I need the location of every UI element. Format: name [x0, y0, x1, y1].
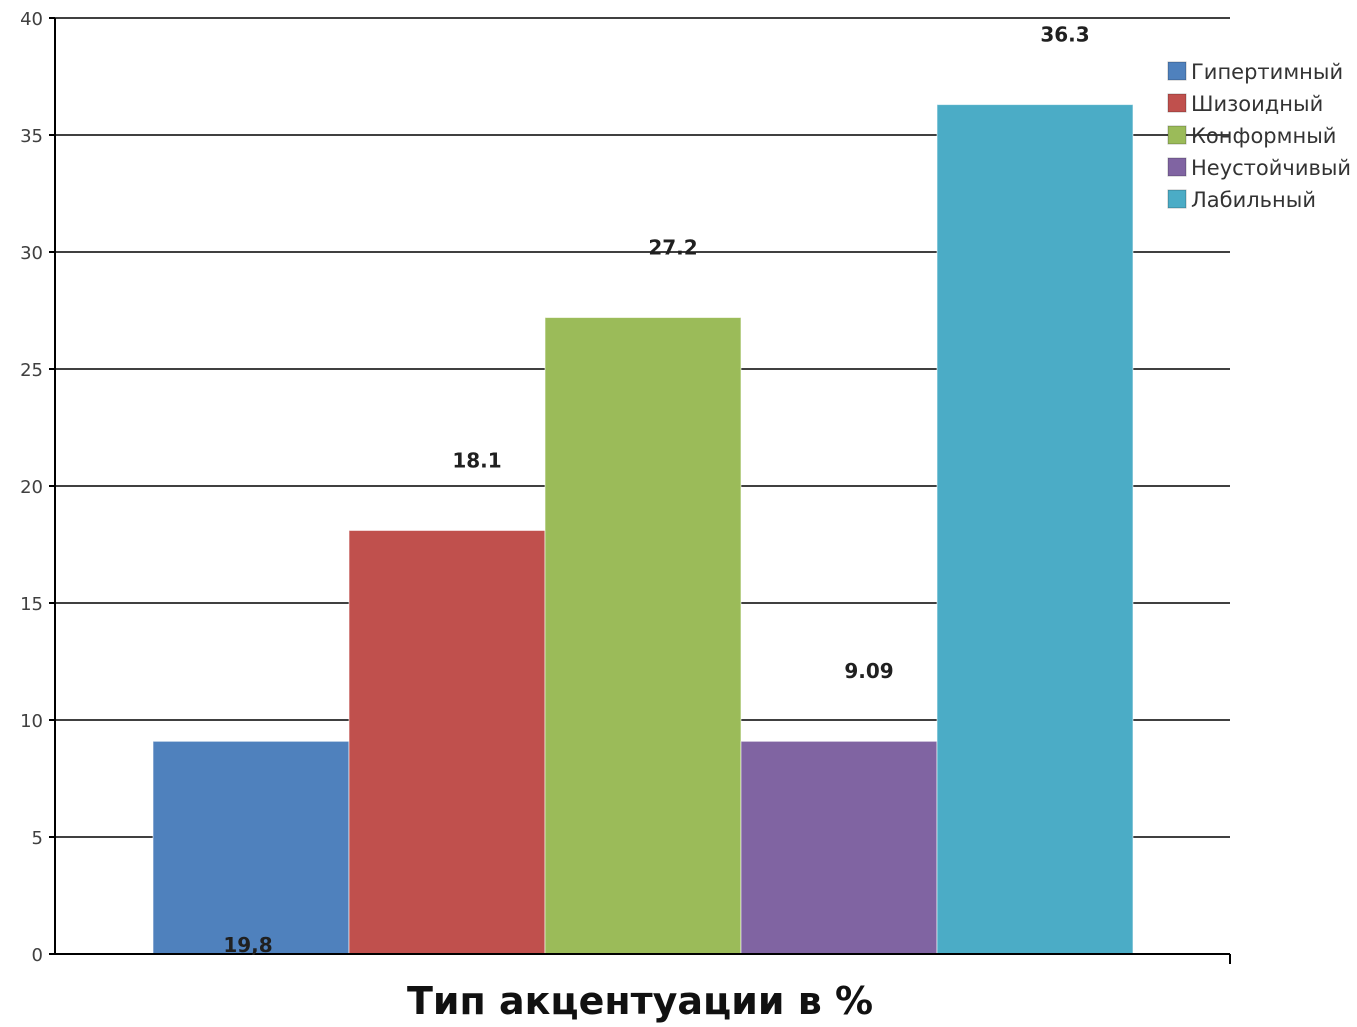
x-axis-title: Тип акцентуации в %	[407, 979, 873, 1023]
y-tick-label: 20	[20, 477, 43, 498]
bar	[348, 529, 546, 955]
legend-label: Шизоидный	[1191, 92, 1323, 116]
legend-swatch	[1167, 61, 1187, 81]
y-tick-label: 5	[32, 828, 43, 849]
legend-swatch	[1167, 125, 1187, 145]
legend-swatch	[1167, 189, 1187, 209]
data-label: 19,8	[223, 933, 272, 957]
y-tick-label: 25	[20, 360, 43, 381]
bar	[152, 740, 350, 955]
bars	[152, 104, 1134, 955]
legend-label: Гипертимный	[1191, 60, 1343, 84]
bar	[740, 740, 938, 955]
bar	[936, 104, 1134, 955]
legend-label: Конформный	[1191, 124, 1336, 148]
data-label: 27.2	[648, 235, 697, 259]
y-tick-label: 15	[20, 594, 43, 615]
data-label: 18.1	[452, 448, 501, 472]
legend-label: Лабильный	[1191, 188, 1316, 212]
legend-label: Неустойчивый	[1191, 156, 1351, 180]
data-label: 36.3	[1040, 22, 1089, 46]
legend: Гипертимный Шизоидный Конформный Неустойчив…	[1167, 60, 1351, 212]
data-labels: 19,8 18.1 27.2 9.09 36.3	[223, 22, 1089, 957]
legend-swatch	[1167, 93, 1187, 113]
y-tick-label: 30	[20, 243, 43, 264]
bar	[544, 317, 742, 955]
data-label: 9.09	[844, 659, 893, 683]
y-tick-label: 10	[20, 711, 43, 732]
y-tick-label: 35	[20, 126, 43, 147]
axes: 0 5 10 15 20 25 30 35 40	[20, 9, 1231, 966]
legend-swatch	[1167, 157, 1187, 177]
y-tick-label: 40	[20, 9, 43, 30]
y-tick-label: 0	[32, 945, 43, 966]
